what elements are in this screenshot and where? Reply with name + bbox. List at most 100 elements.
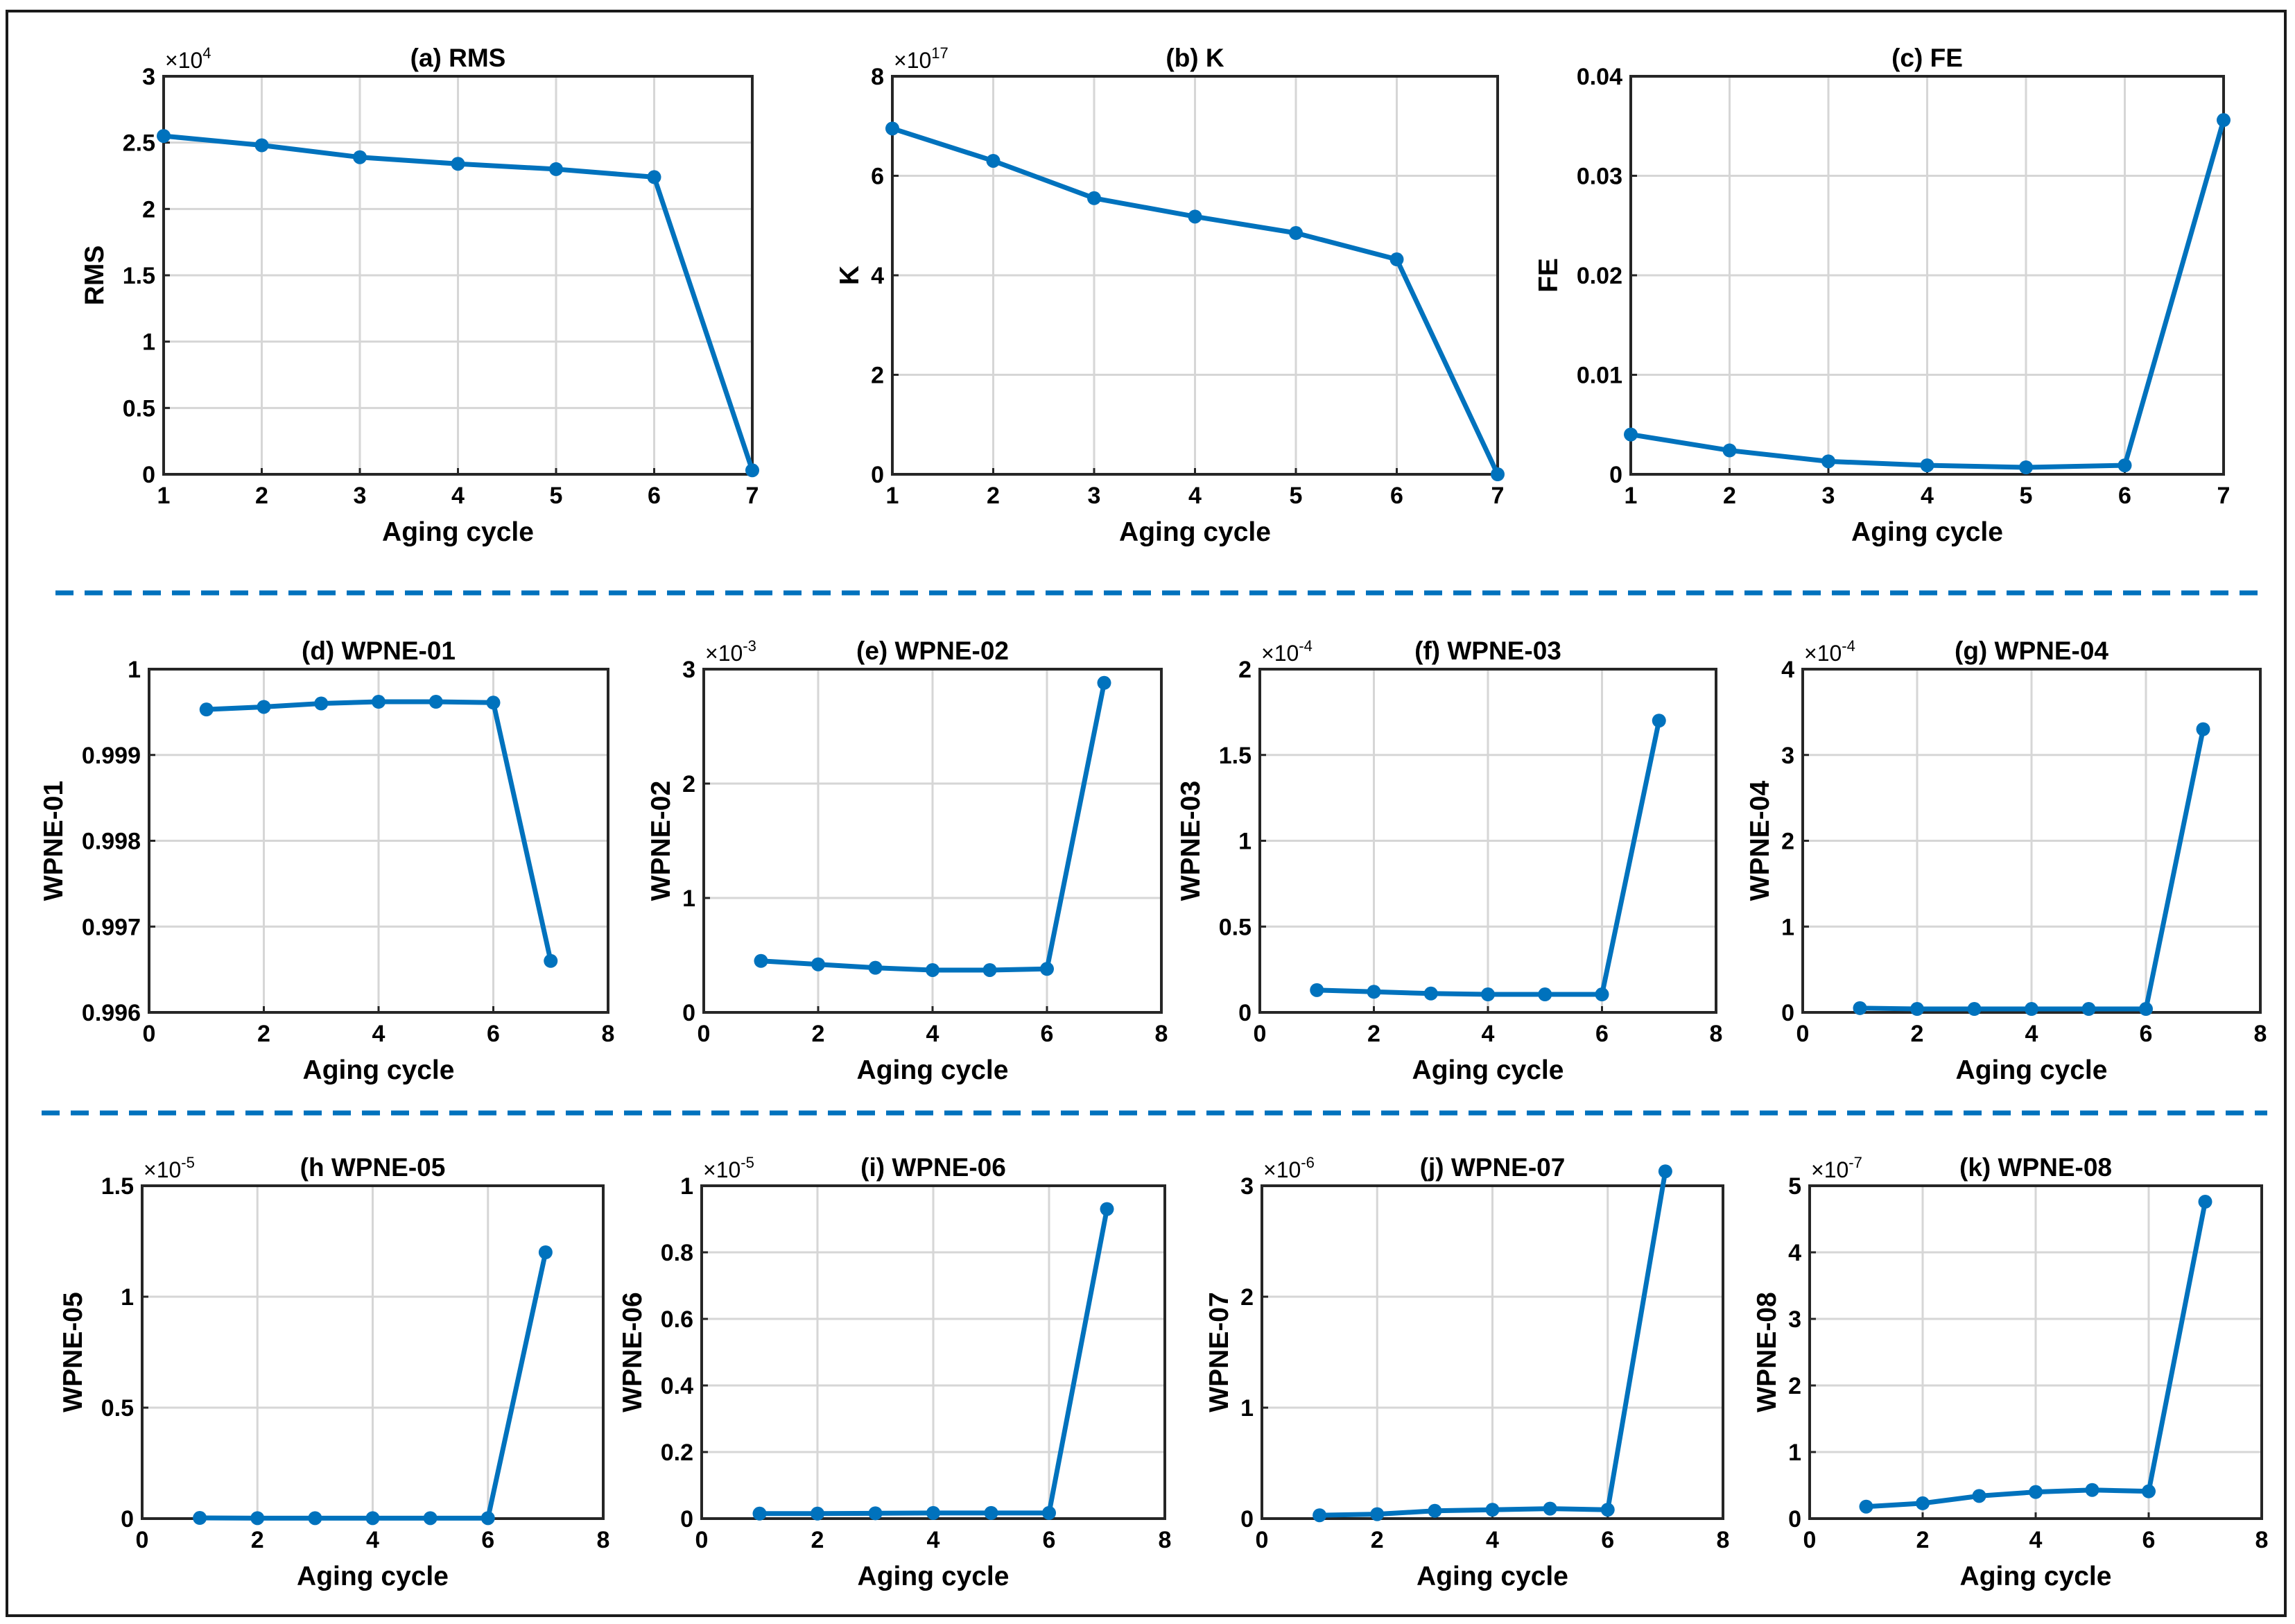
y-multiplier-exponent: -7 bbox=[1848, 1154, 1862, 1171]
y-axis-label: WPNE-04 bbox=[1745, 781, 1775, 901]
y-axis-label: WPNE-07 bbox=[1204, 1292, 1234, 1412]
x-tick-label: 0 bbox=[136, 1527, 149, 1553]
chart-title: (g) WPNE-04 bbox=[1955, 637, 2108, 665]
data-point bbox=[1188, 209, 1202, 224]
y-multiplier: ×10-4 bbox=[1261, 637, 1313, 666]
data-point bbox=[1097, 675, 1111, 690]
data-point bbox=[2081, 1002, 2096, 1017]
data-point bbox=[647, 170, 661, 184]
data-point bbox=[1367, 985, 1381, 999]
x-tick-label: 2 bbox=[1723, 483, 1736, 509]
y-multiplier: ×10-6 bbox=[1263, 1154, 1315, 1182]
x-tick-label: 7 bbox=[1491, 483, 1505, 509]
chart-panel-3: 1 2 3 4 5 6 7 0 0.01 0.02 0.03 0.04 (c) FE Aging cycl… bbox=[1534, 44, 2231, 547]
y-tick-label: 2 bbox=[1240, 1284, 1254, 1311]
data-point bbox=[926, 962, 939, 977]
x-tick-label: 3 bbox=[1822, 483, 1835, 509]
y-multiplier: ×104 bbox=[165, 44, 211, 73]
data-point bbox=[1967, 1002, 1982, 1017]
x-axis-label: Aging cycle bbox=[1412, 1055, 1564, 1085]
y-tick-label: 0.998 bbox=[82, 829, 141, 855]
chart-title: (e) WPNE-02 bbox=[856, 637, 1009, 665]
y-tick-label: 0 bbox=[1240, 1506, 1254, 1532]
x-tick-label: 2 bbox=[812, 1021, 825, 1047]
x-tick-label: 2 bbox=[257, 1021, 270, 1047]
data-point bbox=[1042, 1505, 1056, 1520]
x-tick-label: 4 bbox=[1188, 483, 1202, 509]
x-tick-label: 5 bbox=[550, 483, 563, 509]
data-point bbox=[2118, 458, 2132, 473]
y-tick-label: 3 bbox=[1781, 743, 1794, 769]
y-tick-label: 1 bbox=[1240, 1395, 1254, 1422]
data-point bbox=[1370, 1507, 1385, 1521]
y-tick-label: 0 bbox=[871, 462, 884, 488]
data-point bbox=[2142, 1484, 2156, 1498]
data-point bbox=[885, 121, 899, 136]
y-multiplier-exponent: -4 bbox=[1299, 637, 1313, 655]
y-tick-label: 3 bbox=[682, 657, 695, 683]
chart-panel-7: 0 2 4 6 8 0 1 2 3 4 (g) WPNE-04 ×10-4 Aging cycle WPN… bbox=[1745, 637, 2267, 1085]
y-multiplier-exponent: -5 bbox=[741, 1154, 754, 1171]
chart-panel-4: 0 2 4 6 8 0.996 0.997 0.998 0.999 1 (d) WPNE-01 Agi… bbox=[39, 637, 614, 1085]
data-point bbox=[2217, 113, 2231, 128]
x-tick-label: 4 bbox=[451, 483, 465, 509]
y-tick-label: 0 bbox=[680, 1506, 693, 1532]
y-axis-label: WPNE-02 bbox=[646, 781, 676, 901]
data-point bbox=[1289, 226, 1303, 241]
data-point bbox=[353, 150, 367, 164]
x-tick-label: 4 bbox=[2025, 1021, 2038, 1047]
y-tick-label: 6 bbox=[871, 164, 884, 190]
y-multiplier-exponent: 17 bbox=[931, 44, 948, 62]
y-axis-label: WPNE-06 bbox=[618, 1292, 648, 1412]
x-tick-label: 0 bbox=[143, 1021, 156, 1047]
data-point bbox=[1916, 1496, 1930, 1510]
chart-panel-10: 0 2 4 6 8 0 1 2 3 (j) WPNE-07 ×10-6 Aging cycle WPNE… bbox=[1204, 1153, 1729, 1591]
data-point bbox=[451, 157, 465, 171]
data-point bbox=[811, 957, 825, 971]
data-point bbox=[2198, 1195, 2212, 1209]
y-tick-label: 0 bbox=[142, 462, 155, 488]
x-tick-label: 1 bbox=[157, 483, 171, 509]
y-tick-label: 1 bbox=[682, 886, 695, 912]
y-tick-label: 3 bbox=[1240, 1173, 1254, 1200]
y-tick-label: 1 bbox=[128, 657, 141, 683]
data-point bbox=[1624, 427, 1638, 442]
x-tick-label: 2 bbox=[251, 1527, 264, 1553]
data-point bbox=[199, 702, 214, 717]
data-point bbox=[1389, 252, 1404, 267]
y-tick-label: 0.4 bbox=[661, 1373, 693, 1399]
y-tick-label: 0 bbox=[1788, 1506, 1801, 1532]
x-tick-label: 6 bbox=[487, 1021, 500, 1047]
chart-panel-9: 0 2 4 6 8 0 0.2 0.4 0.6 0.8 1 (i) WPNE-06 ×10-5 Aging… bbox=[618, 1153, 1171, 1591]
y-tick-label: 2 bbox=[1238, 657, 1252, 683]
x-axis-label: Aging cycle bbox=[1960, 1562, 2112, 1591]
y-tick-label: 0 bbox=[1238, 1000, 1252, 1026]
y-tick-label: 2 bbox=[1788, 1373, 1801, 1399]
chart-title: (a) RMS bbox=[410, 44, 506, 72]
data-point bbox=[1087, 191, 1101, 205]
data-point bbox=[1040, 962, 1054, 976]
x-tick-label: 4 bbox=[927, 1527, 940, 1553]
y-tick-label: 0.996 bbox=[82, 1000, 141, 1026]
y-multiplier-exponent: -6 bbox=[1301, 1154, 1315, 1171]
y-multiplier: ×1017 bbox=[894, 44, 949, 73]
x-tick-label: 4 bbox=[2029, 1527, 2043, 1553]
data-point bbox=[982, 962, 997, 977]
data-point bbox=[1972, 1489, 1986, 1503]
chart-panel-5: 0 2 4 6 8 0 1 2 3 (e) WPNE-02 ×10-3 Aging cycle WPNE… bbox=[646, 637, 1168, 1085]
y-tick-label: 1 bbox=[1788, 1440, 1801, 1466]
y-tick-label: 1.5 bbox=[101, 1173, 134, 1200]
y-tick-label: 0.6 bbox=[661, 1306, 693, 1333]
y-tick-label: 4 bbox=[1781, 657, 1794, 683]
x-tick-label: 2 bbox=[1916, 1527, 1930, 1553]
y-tick-label: 1.5 bbox=[1219, 743, 1252, 769]
y-tick-label: 1 bbox=[142, 329, 155, 356]
data-point bbox=[745, 463, 759, 478]
x-tick-label: 0 bbox=[1256, 1527, 1269, 1553]
data-point bbox=[1821, 454, 1835, 469]
data-point bbox=[538, 1245, 553, 1259]
figure-frame bbox=[6, 10, 2287, 1617]
y-tick-label: 0.5 bbox=[1219, 914, 1252, 940]
data-point bbox=[2196, 722, 2210, 736]
